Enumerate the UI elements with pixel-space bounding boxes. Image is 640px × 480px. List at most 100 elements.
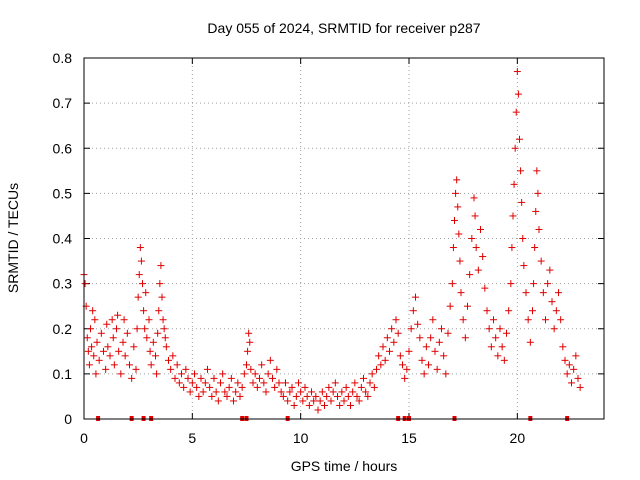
data-point — [227, 374, 235, 382]
data-point — [435, 338, 443, 346]
data-point — [284, 397, 292, 405]
data-point — [412, 293, 419, 301]
data-point — [457, 289, 465, 297]
data-point — [532, 207, 540, 215]
data-point — [362, 388, 370, 396]
data-point — [269, 374, 276, 382]
data-point — [256, 374, 263, 382]
data-point — [180, 383, 188, 391]
data-point — [323, 392, 331, 400]
data-point — [137, 257, 145, 265]
data-points — [80, 68, 584, 421]
data-point — [89, 307, 97, 315]
chart-title: Day 055 of 2024, SRMTID for receiver p28… — [207, 20, 480, 36]
y-tick-label: 0.4 — [53, 231, 73, 247]
data-point — [342, 383, 350, 391]
y-tick-label: 0.5 — [53, 185, 73, 201]
data-point — [305, 401, 313, 409]
data-point — [555, 289, 562, 297]
data-point — [238, 383, 246, 391]
data-point — [487, 343, 495, 351]
data-point — [93, 338, 101, 346]
data-point — [240, 370, 248, 378]
data-point — [552, 307, 560, 315]
data-point — [420, 370, 428, 378]
data-point — [452, 189, 460, 197]
y-tick-label: 0.7 — [53, 95, 73, 111]
data-point — [109, 334, 117, 342]
data-point — [349, 388, 357, 396]
data-point — [507, 280, 515, 288]
data-point — [146, 347, 154, 355]
data-point — [379, 343, 387, 351]
data-point — [295, 379, 302, 387]
data-point — [334, 392, 341, 400]
data-point — [167, 365, 175, 373]
data-point — [273, 365, 281, 373]
data-point — [340, 397, 348, 405]
data-point — [310, 397, 318, 405]
axis-ticks: 0 0.1 0.2 0.3 0.4 0.5 0.6 0.7 0.8 0 5 10 15 20 — [53, 50, 604, 446]
data-point — [225, 383, 233, 391]
data-point — [312, 392, 320, 400]
data-point — [219, 370, 227, 378]
x-tick-label: 10 — [293, 430, 309, 446]
data-point — [472, 244, 480, 252]
data-point — [214, 397, 222, 405]
data-point — [85, 361, 93, 369]
data-point — [353, 392, 361, 400]
data-point — [529, 307, 536, 315]
data-point — [509, 212, 517, 220]
data-point — [418, 356, 426, 364]
data-point — [120, 316, 128, 324]
data-point — [368, 370, 376, 378]
data-point — [519, 235, 527, 242]
data-point — [253, 383, 261, 391]
data-point — [375, 352, 383, 360]
x-tick-label: 20 — [510, 430, 526, 446]
data-point — [568, 379, 575, 387]
data-point — [425, 361, 432, 369]
data-point — [212, 388, 220, 396]
data-point — [542, 316, 549, 324]
data-point — [557, 316, 565, 324]
data-point — [223, 392, 231, 400]
data-point — [377, 361, 385, 369]
data-point — [130, 343, 138, 351]
data-point — [147, 361, 155, 369]
data-point — [559, 343, 567, 351]
data-point — [386, 347, 393, 355]
data-point — [195, 392, 203, 400]
data-point — [161, 334, 169, 342]
data-point — [574, 374, 582, 382]
data-point — [152, 352, 159, 360]
data-point — [243, 361, 250, 369]
data-point — [394, 329, 402, 337]
data-point — [455, 230, 463, 238]
data-point — [414, 320, 422, 328]
data-point — [171, 374, 179, 382]
x-tick-label: 15 — [401, 430, 417, 446]
data-point — [153, 370, 161, 378]
data-point — [133, 325, 141, 333]
data-point — [516, 135, 523, 143]
data-point — [158, 293, 166, 301]
data-point — [84, 347, 92, 355]
data-point — [431, 347, 439, 355]
data-point — [126, 361, 133, 369]
data-point — [140, 307, 148, 315]
data-point — [128, 374, 136, 382]
data-point — [188, 379, 196, 387]
y-tick-label: 0.6 — [53, 140, 73, 156]
data-point — [539, 289, 547, 297]
data-point — [316, 397, 324, 405]
data-point — [325, 383, 333, 391]
data-point — [90, 352, 98, 360]
data-point — [530, 280, 538, 288]
data-point — [92, 370, 100, 378]
data-point — [466, 271, 474, 279]
data-point — [186, 388, 194, 396]
data-point — [156, 280, 164, 288]
data-point — [416, 334, 424, 342]
data-point — [550, 325, 558, 333]
